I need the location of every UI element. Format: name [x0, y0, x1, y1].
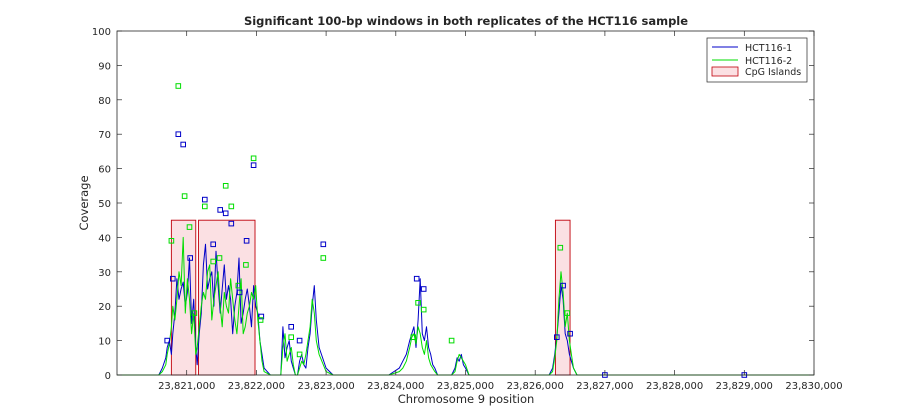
marker-series-2-13 — [250, 155, 257, 162]
y-tick-label-80: 80 — [98, 96, 111, 107]
marker-series-2-19 — [415, 300, 421, 306]
marker-series-2-3 — [181, 193, 188, 199]
marker-series-1-9 — [222, 210, 229, 217]
marker-series-2-22 — [557, 244, 564, 251]
x-tick-label-1: 23,821,000 — [158, 381, 215, 392]
marker-series-1-6 — [202, 196, 208, 203]
x-tick-label-4: 23,824,000 — [367, 381, 424, 392]
marker-series-1-1 — [164, 337, 170, 344]
marker-series-2-5 — [191, 310, 198, 316]
marker-series-1-3 — [175, 131, 182, 137]
y-tick-label-70: 70 — [98, 130, 111, 141]
x-axis-label: Chromosome 9 position — [398, 392, 535, 406]
marker-series-2-2 — [175, 83, 182, 89]
marker-series-1-14 — [258, 313, 265, 320]
marker-series-2-17 — [320, 255, 327, 261]
marker-series-1-10 — [228, 220, 235, 227]
marker-series-2-18 — [410, 334, 416, 340]
marker-series-1-8 — [217, 207, 223, 213]
marker-series-2-14 — [257, 317, 264, 323]
x-tick-label-8: 23,828,000 — [646, 381, 703, 392]
marker-series-2-1 — [168, 238, 175, 244]
y-tick-label-90: 90 — [98, 61, 111, 72]
y-tick-label-60: 60 — [98, 165, 111, 176]
marker-series-2-23 — [564, 310, 571, 316]
y-tick-label-50: 50 — [98, 199, 111, 210]
marker-series-1-22 — [567, 330, 573, 337]
y-axis-label: Coverage — [77, 175, 91, 230]
marker-series-1-4 — [180, 141, 186, 148]
marker-series-1-2 — [170, 275, 176, 282]
legend-label-hct116-2: HCT116-2 — [745, 56, 792, 67]
legend-label-cpg-islands: CpG Islands — [745, 67, 801, 78]
marker-series-2-4 — [186, 224, 193, 230]
marker-series-2-20 — [420, 306, 427, 313]
marker-series-2-15 — [288, 334, 294, 340]
chart-title: Significant 100-bp windows in both repli… — [244, 14, 688, 28]
x-tick-label-9: 23,829,000 — [716, 381, 773, 392]
x-tick-label-6: 23,826,000 — [507, 381, 564, 392]
marker-series-1-17 — [320, 241, 327, 248]
legend: HCT116-1 HCT116-2 CpG Islands — [706, 37, 808, 83]
marker-series-2-16 — [296, 351, 303, 358]
marker-series-1-20 — [554, 334, 560, 340]
y-tick-label-40: 40 — [98, 233, 111, 244]
marker-series-1-15 — [288, 324, 294, 330]
tick-layer: 0 10 20 30 40 50 60 70 80 90 100 23,821,000 23,822,0… — [92, 27, 843, 392]
x-tick-label-3: 23,823,000 — [297, 381, 354, 392]
marker-series-1-19 — [420, 286, 427, 292]
marker-series-2-9 — [222, 183, 229, 189]
marker-series-1-18 — [413, 275, 420, 282]
y-tick-label-100: 100 — [92, 27, 111, 38]
marker-series-2-11 — [235, 282, 242, 289]
x-tick-label-10: 23,830,000 — [785, 381, 842, 392]
marker-series-1-21 — [560, 282, 566, 289]
marker-series-2-21 — [448, 337, 455, 344]
marker-series-2-6 — [202, 203, 208, 210]
marker-series-1-16 — [296, 337, 303, 344]
y-tick-label-0: 0 — [105, 371, 111, 382]
x-tick-label-7: 23,827,000 — [576, 381, 633, 392]
legend-swatch-cpg-islands — [711, 66, 739, 77]
y-tick-label-20: 20 — [98, 302, 111, 313]
marker-series-2-8 — [216, 255, 223, 261]
x-tick-label-2: 23,822,000 — [228, 381, 285, 392]
series-layer — [117, 236, 814, 376]
series-line-2 — [117, 236, 814, 376]
marker-series-2-12 — [243, 262, 249, 268]
marker-series-2-10 — [228, 203, 235, 210]
marker-series-1-13 — [250, 162, 257, 168]
x-tick-label-5: 23,825,000 — [437, 381, 494, 392]
legend-label-hct116-1: HCT116-1 — [745, 43, 792, 54]
marker-series-1-12 — [243, 238, 250, 244]
y-tick-label-10: 10 — [98, 337, 111, 348]
y-tick-label-30: 30 — [98, 268, 111, 279]
marker-series-2-7 — [210, 258, 216, 265]
marker-series-1-7 — [210, 241, 216, 248]
marker-series-1-5 — [187, 255, 193, 261]
marker-series-1-11 — [236, 289, 243, 296]
